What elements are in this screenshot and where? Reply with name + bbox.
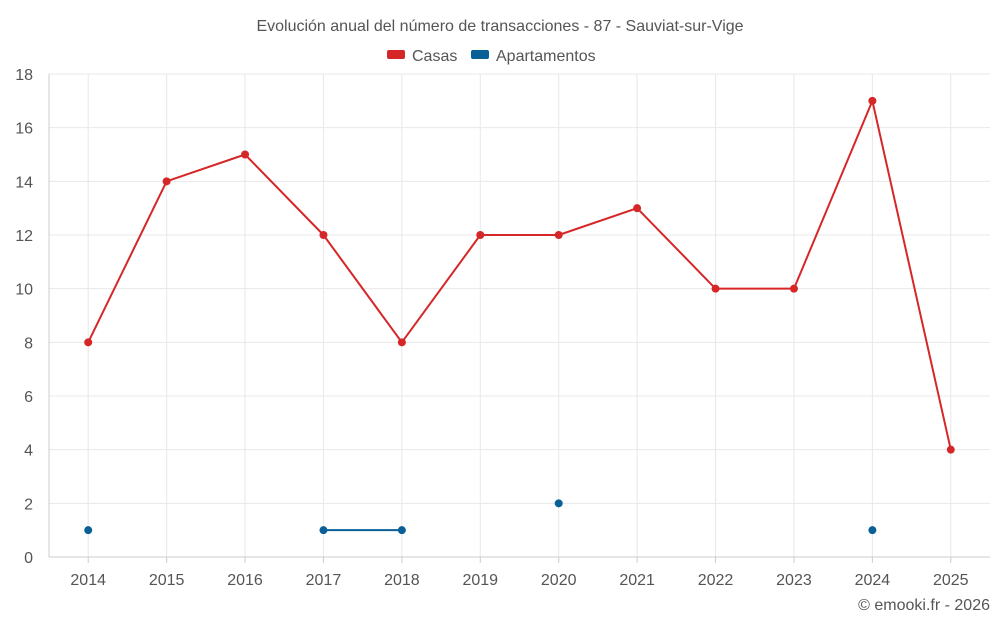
series-line-segment-casas [322,234,403,344]
series-line-segment-casas [557,207,639,236]
y-tick-label: 14 [15,174,33,191]
grid [49,73,990,558]
data-point-casas-2014[interactable] [84,338,93,347]
x-tick-label: 2015 [149,572,185,589]
data-point-casas-2020[interactable] [554,231,563,239]
series-line-segment-casas [400,234,482,344]
x-tick-label: 2017 [306,572,342,589]
x-tick-label: 2025 [933,572,969,589]
data-point-casas-2015[interactable] [162,177,171,186]
chart-title: Evolución anual del número de transaccio… [256,18,743,35]
y-tick-label: 16 [15,121,33,138]
y-tick-label: 12 [15,228,33,245]
x-tick-label: 2020 [541,572,577,589]
x-tick-label: 2016 [227,572,263,589]
axes: 0 2 4 6 8 10 12 14 16 18 2014 2015 2016 2017 2018 2019 2… [15,67,990,589]
x-tick-label: 2018 [384,572,420,589]
credit-text: © emooki.fr - 2026 [858,597,990,614]
series-line-segment-casas [792,99,874,290]
y-tick-label: 2 [24,496,33,513]
series-casas [84,96,955,454]
x-tick-label: 2014 [70,572,106,589]
series [84,96,955,535]
data-point-casas-2021[interactable] [633,204,642,213]
series-line-segment-casas [636,207,717,290]
legend-label-apartamentos[interactable]: Apartamentos [496,48,596,65]
data-point-apartamentos-2020[interactable] [554,499,563,508]
series-line-segment-casas [87,180,168,344]
data-point-casas-2017[interactable] [319,231,328,239]
series-line-segment-casas [165,153,247,183]
y-tick-label: 0 [24,550,33,567]
x-tick-label: 2021 [619,572,655,589]
data-point-apartamentos-2014[interactable] [84,526,93,535]
series-apartamentos [84,499,877,535]
x-tick-label: 2024 [855,572,891,589]
legend-swatch-apartamentos [471,50,489,59]
legend-label-casas[interactable]: Casas [412,48,457,65]
series-line-segment-casas [871,99,952,451]
data-point-apartamentos-2018[interactable] [397,526,406,535]
data-point-casas-2018[interactable] [397,338,406,347]
data-point-casas-2024[interactable] [868,96,877,105]
data-point-apartamentos-2024[interactable] [868,526,877,535]
y-tick-label: 6 [24,389,33,406]
y-tick-label: 8 [24,335,33,352]
y-tick-label: 10 [15,282,33,299]
x-tick-label: 2019 [462,572,498,589]
legend: Casas Apartamentos [387,48,596,65]
data-point-apartamentos-2017[interactable] [319,526,328,535]
data-point-casas-2023[interactable] [789,284,798,293]
legend-swatch-casas [387,50,405,59]
data-point-casas-2022[interactable] [711,284,720,293]
data-point-casas-2016[interactable] [241,150,250,159]
y-tick-label: 4 [24,443,33,460]
y-tick-label: 18 [15,67,33,84]
x-tick-label: 2022 [698,572,734,589]
series-line-segment-casas [244,153,325,236]
x-tick-label: 2023 [776,572,812,589]
data-point-casas-2025[interactable] [946,445,955,454]
data-point-casas-2019[interactable] [476,231,485,239]
